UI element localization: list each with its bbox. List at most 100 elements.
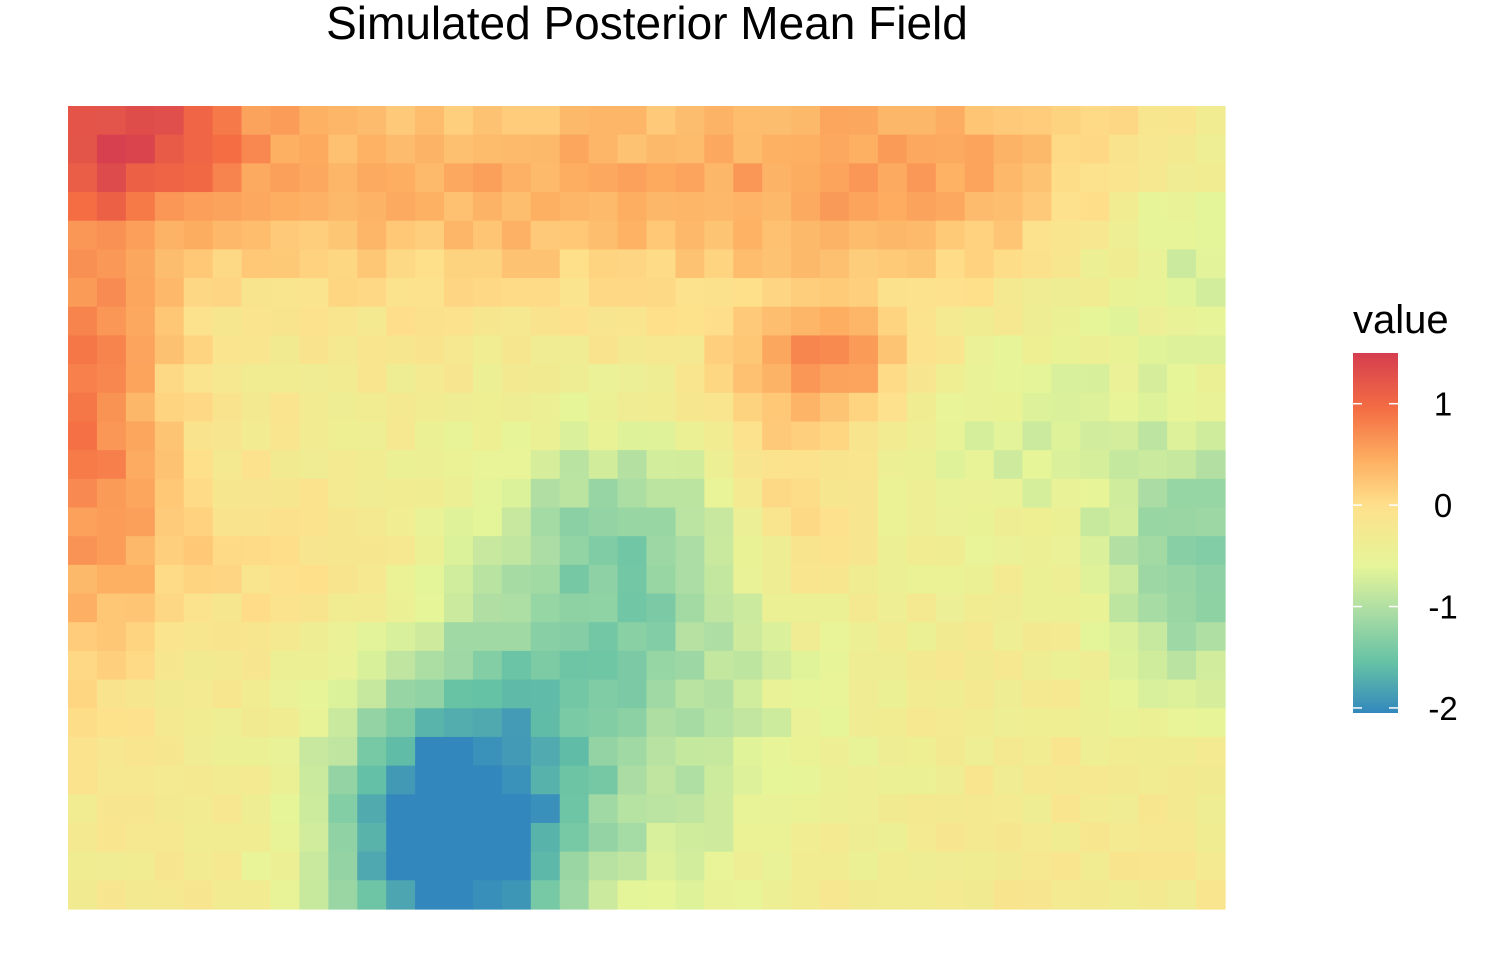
heatmap-cell bbox=[588, 679, 619, 709]
heatmap-cell bbox=[1196, 450, 1226, 480]
heatmap-cell bbox=[733, 134, 763, 164]
heatmap-cell bbox=[1022, 450, 1053, 480]
heatmap-cell bbox=[1196, 335, 1226, 365]
heatmap-cell bbox=[1138, 249, 1168, 279]
heatmap-cell bbox=[154, 679, 185, 709]
heatmap-cell bbox=[906, 679, 937, 709]
heatmap-cell bbox=[212, 335, 243, 365]
heatmap-cell bbox=[270, 679, 301, 709]
heatmap-cell bbox=[501, 851, 532, 881]
heatmap-cell bbox=[270, 278, 301, 308]
heatmap-cell bbox=[154, 622, 185, 652]
heatmap-cell bbox=[472, 708, 503, 738]
heatmap-cell bbox=[588, 507, 619, 537]
heatmap-cell bbox=[1196, 851, 1226, 881]
heatmap-cell bbox=[964, 450, 995, 480]
heatmap-cell bbox=[212, 794, 243, 824]
heatmap-cell bbox=[1080, 335, 1110, 365]
heatmap-cell bbox=[1080, 880, 1110, 910]
heatmap-cell bbox=[68, 278, 98, 308]
heatmap-cell bbox=[183, 163, 214, 193]
heatmap-cell bbox=[646, 650, 677, 681]
heatmap-cell bbox=[559, 708, 590, 738]
heatmap-cell bbox=[733, 564, 763, 595]
heatmap-cell bbox=[646, 220, 677, 250]
heatmap-cell bbox=[501, 163, 532, 193]
heatmap-cell bbox=[646, 880, 677, 910]
heatmap-cell bbox=[472, 249, 503, 279]
heatmap-cell bbox=[270, 708, 301, 738]
heatmap-cell bbox=[444, 450, 474, 480]
heatmap-cell bbox=[848, 736, 879, 767]
heatmap-cell bbox=[762, 622, 792, 652]
heatmap-cell bbox=[1109, 765, 1139, 795]
heatmap-cell bbox=[906, 765, 937, 795]
heatmap-cell bbox=[588, 192, 619, 222]
heatmap-cell bbox=[68, 306, 98, 337]
heatmap-cell bbox=[501, 220, 532, 250]
heatmap-cell bbox=[964, 593, 995, 623]
heatmap-cell bbox=[415, 708, 445, 738]
heatmap-cell bbox=[154, 192, 185, 222]
heatmap-cell bbox=[501, 507, 532, 537]
heatmap-cell bbox=[154, 278, 185, 308]
heatmap-cell bbox=[357, 507, 387, 537]
heatmap-cell bbox=[530, 478, 561, 509]
heatmap-cell bbox=[646, 421, 677, 451]
heatmap-cell bbox=[154, 478, 185, 509]
heatmap-cell bbox=[530, 421, 561, 451]
heatmap-cell bbox=[386, 478, 416, 509]
heatmap-cell bbox=[125, 220, 156, 250]
heatmap-cell bbox=[1167, 450, 1197, 480]
heatmap-cell bbox=[415, 192, 445, 222]
heatmap-cell bbox=[68, 851, 98, 881]
heatmap-cell bbox=[964, 134, 995, 164]
heatmap-cell bbox=[820, 564, 850, 595]
heatmap-cell bbox=[96, 679, 127, 709]
heatmap-cell bbox=[1196, 765, 1226, 795]
heatmap-cell bbox=[299, 478, 329, 509]
heatmap-cell bbox=[1196, 478, 1226, 509]
heatmap-cell bbox=[386, 192, 416, 222]
heatmap-cell bbox=[848, 708, 879, 738]
heatmap-cell bbox=[357, 679, 387, 709]
heatmap-cell bbox=[1080, 192, 1110, 222]
heatmap-cell bbox=[675, 392, 705, 423]
heatmap-cell bbox=[964, 880, 995, 910]
heatmap-cell bbox=[935, 736, 966, 767]
heatmap-cell bbox=[1022, 593, 1053, 623]
heatmap-cell bbox=[1080, 220, 1110, 250]
heatmap-cell bbox=[588, 364, 619, 394]
heatmap-cell bbox=[530, 306, 561, 337]
heatmap-cell bbox=[501, 880, 532, 910]
heatmap-cell bbox=[877, 134, 908, 164]
heatmap-cell bbox=[212, 306, 243, 337]
heatmap-cell bbox=[299, 450, 329, 480]
heatmap-cell bbox=[906, 106, 937, 136]
heatmap-cell bbox=[646, 450, 677, 480]
heatmap-cell bbox=[299, 564, 329, 595]
heatmap-cell bbox=[646, 392, 677, 423]
heatmap-cell bbox=[935, 220, 966, 250]
heatmap-cell bbox=[791, 364, 821, 394]
heatmap-cell bbox=[1138, 564, 1168, 595]
heatmap-cell bbox=[299, 851, 329, 881]
heatmap-cell bbox=[762, 450, 792, 480]
heatmap-cell bbox=[386, 249, 416, 279]
heatmap-cell bbox=[675, 306, 705, 337]
heatmap-cell bbox=[1080, 564, 1110, 595]
heatmap-cell bbox=[935, 335, 966, 365]
heatmap-cell bbox=[617, 163, 648, 193]
heatmap-cell bbox=[993, 794, 1024, 824]
heatmap-cell bbox=[675, 106, 705, 136]
heatmap-cell bbox=[993, 192, 1024, 222]
heatmap-cell bbox=[183, 679, 214, 709]
heatmap-cell bbox=[762, 335, 792, 365]
heatmap-cell bbox=[241, 536, 272, 566]
heatmap-cell bbox=[1051, 278, 1081, 308]
heatmap-cell bbox=[1138, 335, 1168, 365]
heatmap-cell bbox=[1167, 708, 1197, 738]
heatmap-cell bbox=[1196, 392, 1226, 423]
heatmap-cell bbox=[183, 278, 214, 308]
heatmap-cell bbox=[472, 794, 503, 824]
